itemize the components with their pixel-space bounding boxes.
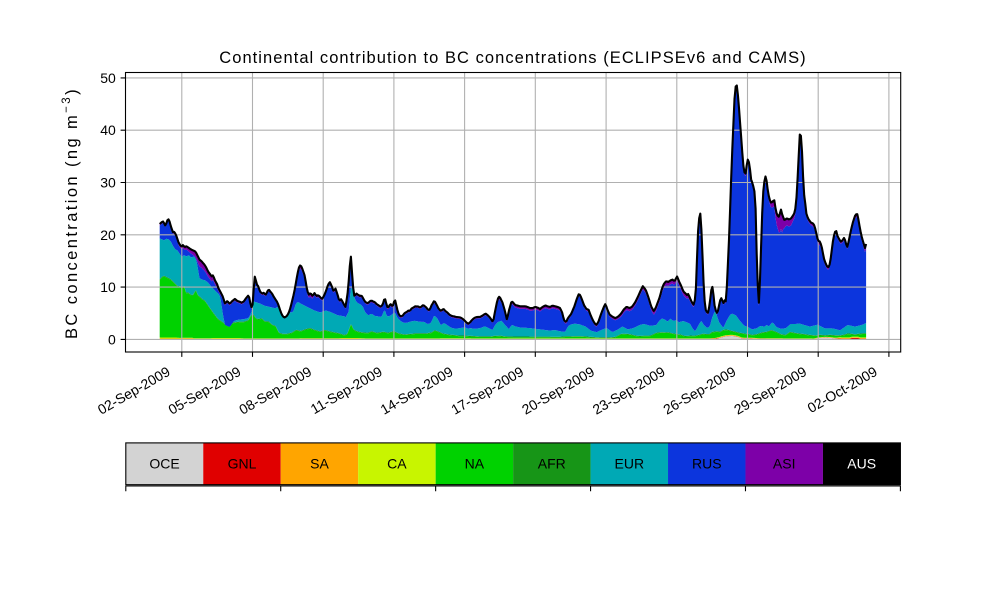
svg-text:AUS: AUS (847, 456, 876, 472)
svg-text:10: 10 (100, 279, 116, 295)
svg-text:BC concentration (ng m−3): BC concentration (ng m−3) (61, 87, 81, 339)
svg-text:RUS: RUS (692, 456, 722, 472)
svg-text:CA: CA (387, 456, 407, 472)
svg-text:AFR: AFR (538, 456, 566, 472)
svg-text:SA: SA (310, 456, 329, 472)
svg-text:NA: NA (465, 456, 485, 472)
svg-text:GNL: GNL (228, 456, 257, 472)
svg-text:30: 30 (100, 175, 116, 191)
svg-text:50: 50 (100, 70, 116, 86)
svg-text:EUR: EUR (615, 456, 645, 472)
svg-text:40: 40 (100, 122, 116, 138)
svg-text:OCE: OCE (149, 456, 179, 472)
svg-text:Continental contribution to BC: Continental contribution to BC concentra… (219, 49, 806, 67)
svg-text:ASI: ASI (773, 456, 796, 472)
svg-text:20: 20 (100, 227, 116, 243)
svg-text:0: 0 (108, 331, 116, 347)
